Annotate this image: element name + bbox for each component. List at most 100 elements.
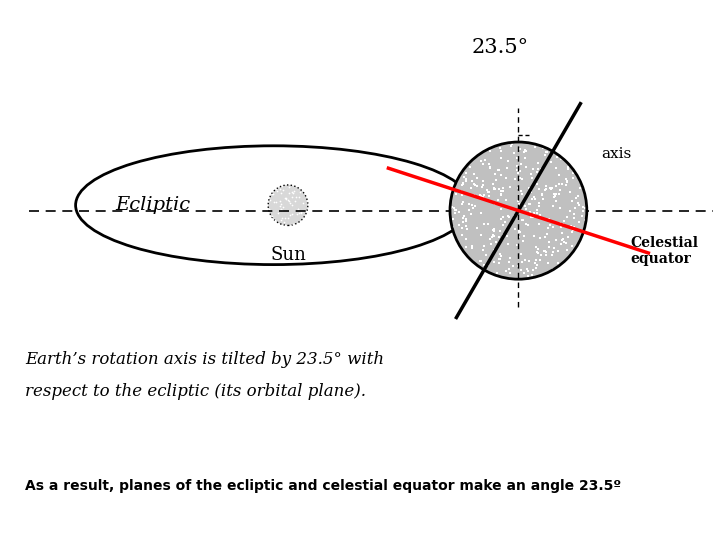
Point: [458, 212, 469, 220]
Point: [468, 170, 480, 178]
Point: [523, 200, 534, 208]
Point: [495, 205, 507, 213]
Point: [450, 206, 462, 214]
Point: [533, 220, 544, 228]
Point: [516, 258, 528, 267]
Point: [523, 184, 535, 192]
Point: [536, 189, 548, 198]
Point: [490, 176, 502, 184]
Point: [554, 186, 566, 195]
Point: [548, 201, 559, 210]
Point: [295, 208, 307, 217]
Point: [528, 195, 540, 204]
Text: Sun: Sun: [270, 246, 306, 264]
Point: [544, 237, 555, 246]
Point: [474, 191, 486, 200]
Point: [468, 179, 480, 188]
Point: [490, 238, 502, 246]
Point: [501, 232, 513, 241]
Point: [541, 230, 552, 239]
Point: [508, 212, 520, 220]
Point: [531, 179, 543, 188]
Point: [454, 221, 465, 230]
Point: [498, 201, 510, 210]
Point: [528, 232, 539, 240]
Point: [518, 208, 530, 217]
Point: [514, 201, 526, 210]
Point: [281, 195, 292, 204]
Text: Ecliptic: Ecliptic: [115, 196, 190, 214]
Point: [541, 156, 553, 164]
Point: [456, 191, 468, 199]
Point: [551, 152, 562, 161]
Point: [467, 204, 479, 213]
Point: [472, 173, 483, 182]
Point: [567, 226, 579, 235]
Point: [552, 258, 564, 267]
Point: [272, 209, 284, 218]
Point: [456, 199, 467, 208]
Point: [515, 187, 526, 195]
Point: [266, 212, 277, 220]
Point: [498, 184, 509, 193]
Point: [545, 266, 557, 275]
Point: [536, 191, 548, 200]
Point: [484, 147, 495, 156]
Point: [563, 252, 575, 261]
Point: [492, 165, 504, 174]
Point: [580, 204, 591, 213]
Point: [534, 202, 545, 211]
Point: [511, 153, 523, 162]
Point: [456, 186, 467, 195]
Point: [474, 257, 486, 266]
Point: [471, 182, 482, 191]
Point: [512, 183, 523, 192]
Point: [503, 157, 514, 165]
Point: [530, 256, 541, 265]
Point: [571, 193, 582, 202]
Point: [566, 221, 577, 230]
Point: [446, 204, 457, 212]
Point: [544, 151, 555, 160]
Point: [577, 207, 588, 215]
Point: [505, 183, 516, 191]
Point: [554, 219, 565, 228]
Point: [283, 183, 294, 191]
Point: [495, 187, 507, 195]
Point: [464, 163, 476, 171]
Point: [284, 188, 295, 197]
Point: [482, 186, 493, 194]
Point: [488, 232, 500, 240]
Point: [556, 240, 567, 248]
Text: respect to the ecliptic (its orbital plane).: respect to the ecliptic (its orbital pla…: [25, 383, 366, 400]
Point: [497, 231, 508, 239]
Point: [549, 219, 560, 227]
Point: [544, 183, 556, 192]
Point: [519, 145, 531, 154]
Point: [478, 220, 490, 229]
Point: [507, 139, 518, 148]
Point: [493, 233, 505, 241]
Point: [495, 252, 507, 261]
Point: [474, 256, 485, 265]
Point: [519, 255, 531, 264]
Point: [460, 235, 472, 244]
Point: [576, 212, 588, 220]
Point: [531, 213, 542, 222]
Point: [483, 159, 495, 168]
Point: [540, 251, 552, 260]
Point: [547, 248, 559, 256]
Point: [564, 207, 576, 215]
Point: [485, 240, 497, 248]
Point: [275, 205, 287, 213]
Point: [467, 177, 478, 185]
Point: [452, 186, 464, 195]
Point: [495, 171, 507, 179]
Point: [513, 199, 525, 208]
Point: [526, 187, 537, 196]
Point: [562, 213, 573, 222]
Point: [460, 215, 472, 224]
Point: [526, 271, 538, 279]
Point: [544, 220, 556, 229]
Point: [515, 144, 526, 153]
